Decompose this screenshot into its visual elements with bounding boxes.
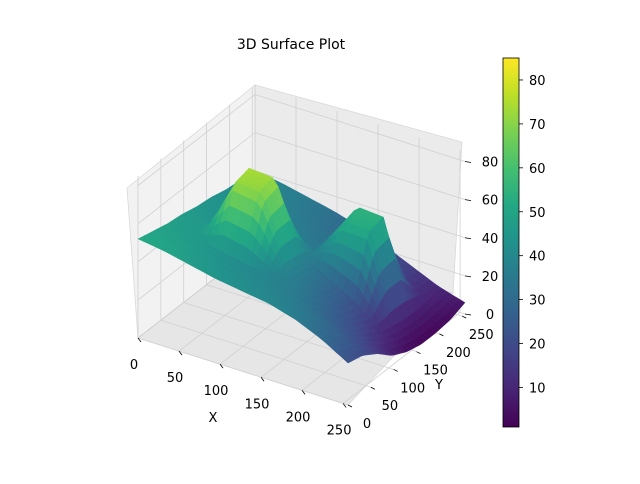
y-tick-label: 250 (469, 328, 494, 343)
y-tick (370, 386, 376, 390)
colorbar-tick-label: 60 (529, 162, 546, 177)
y-tick-label: 150 (423, 364, 448, 379)
z-tick (464, 275, 472, 278)
z-gridline (137, 132, 466, 224)
colorbar-tick-label: 70 (529, 118, 546, 133)
x-tick (219, 363, 224, 369)
colorbar-tick-label: 10 (529, 381, 546, 396)
y-tick-label: 50 (382, 399, 399, 414)
colorbar-tick-label: 20 (529, 338, 546, 353)
z-gridline (137, 94, 466, 186)
x-tick-label: 250 (327, 423, 352, 438)
y-tick (393, 369, 398, 372)
chart-title: 3D Surface Plot (237, 37, 346, 53)
y-tick (347, 404, 353, 408)
y-axis-label: Y (434, 378, 443, 393)
x-tick-label: 150 (245, 397, 270, 412)
z-tick-label: 60 (482, 194, 499, 209)
x-tick (137, 337, 142, 343)
y-tick (439, 333, 444, 337)
y-tick-label: 100 (400, 381, 425, 396)
z-tick-label: 40 (482, 232, 499, 247)
x-tick (342, 403, 347, 408)
colorbar-tick-label: 80 (529, 74, 546, 89)
surface (137, 167, 466, 364)
x-tick (178, 350, 183, 356)
x-tick-label: 100 (204, 384, 229, 399)
z-tick (464, 237, 472, 240)
z-tick (464, 313, 472, 316)
colorbar-gradient (502, 57, 520, 428)
x-tick-label: 200 (286, 410, 311, 425)
z-tick (464, 161, 472, 163)
y-tick-label: 200 (446, 346, 471, 361)
x-tick-label: 0 (130, 358, 138, 373)
z-tick-label: 0 (486, 308, 494, 323)
colorbar-tick-label: 30 (529, 294, 546, 309)
x-tick-label: 50 (167, 371, 184, 386)
colorbar: 10 20 30 40 50 60 70 80 (502, 57, 546, 428)
z-tick-label: 80 (482, 156, 499, 171)
surface-patch (341, 355, 352, 364)
colorbar-tick-label: 40 (529, 250, 546, 265)
y-tick-label: 0 (363, 417, 371, 432)
x-axis-label: X (209, 411, 218, 426)
y-tick (462, 315, 467, 319)
colorbar-tick-label: 50 (529, 206, 546, 221)
z-tick (464, 199, 472, 202)
x-tick (260, 377, 265, 382)
y-tick (416, 351, 421, 355)
x-tick (301, 390, 306, 395)
z-tick-label: 20 (482, 270, 499, 285)
